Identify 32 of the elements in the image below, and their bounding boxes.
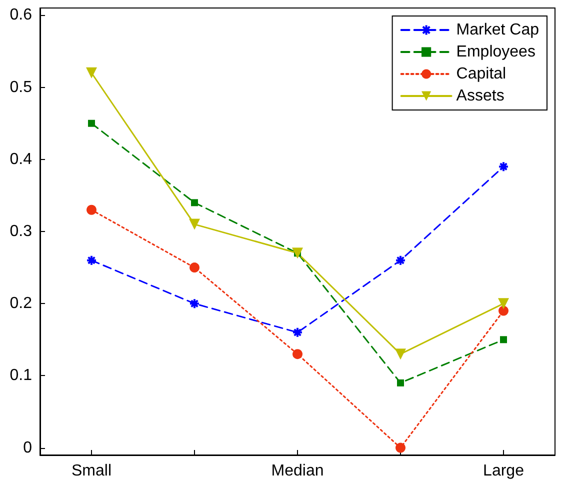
y-tick-label: 0.1 bbox=[10, 367, 32, 384]
point bbox=[88, 120, 95, 127]
point bbox=[190, 262, 200, 273]
point bbox=[189, 298, 200, 310]
x-tick-label: Large bbox=[483, 462, 524, 480]
x-tick-label: Small bbox=[71, 462, 112, 480]
point bbox=[396, 442, 406, 453]
y-tick-label: 0.2 bbox=[10, 295, 32, 312]
point bbox=[292, 326, 303, 338]
y-tick-label: 0.4 bbox=[10, 150, 32, 168]
point bbox=[86, 204, 96, 215]
point bbox=[292, 349, 302, 360]
legend-label: Employees bbox=[456, 44, 536, 60]
x-tick-label: Median bbox=[271, 462, 324, 480]
point bbox=[498, 161, 509, 172]
y-tick-label: 0.6 bbox=[10, 6, 32, 24]
point bbox=[191, 199, 198, 206]
point bbox=[395, 348, 406, 360]
point bbox=[189, 218, 200, 230]
y-tick-label: 0 bbox=[23, 439, 32, 456]
point bbox=[498, 298, 509, 310]
point bbox=[86, 67, 97, 78]
legend-label: Capital bbox=[456, 66, 506, 82]
point bbox=[397, 379, 404, 386]
point bbox=[498, 306, 508, 316]
legend-label: Market Cap bbox=[456, 22, 540, 38]
point bbox=[86, 254, 97, 266]
point bbox=[500, 336, 507, 344]
point bbox=[395, 254, 406, 266]
y-tick-label: 0.5 bbox=[10, 78, 32, 96]
y-tick-label: 0.3 bbox=[10, 223, 32, 240]
legend-label: Assets bbox=[456, 88, 504, 104]
